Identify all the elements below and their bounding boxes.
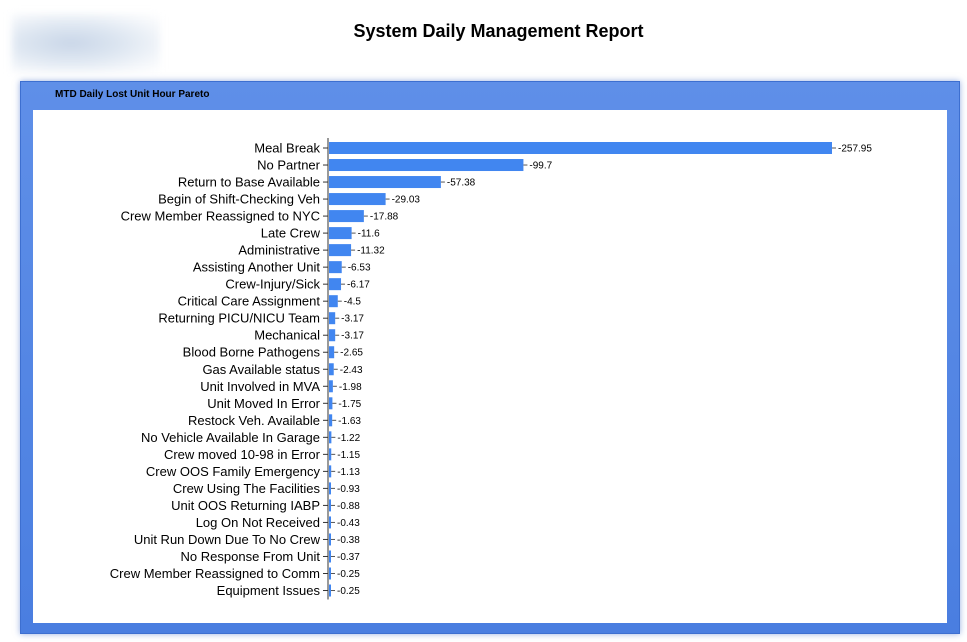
category-label: Crew OOS Family Emergency: [146, 464, 321, 479]
category-label: Blood Borne Pathogens: [183, 345, 321, 360]
value-label: -257.95: [838, 144, 872, 155]
bar: [329, 550, 331, 563]
bar: [329, 210, 364, 223]
company-logo: [12, 14, 160, 72]
category-label: Begin of Shift-Checking Veh: [158, 192, 320, 207]
bar: [329, 346, 335, 359]
category-label: Unit Run Down Due To No Crew: [134, 532, 321, 547]
bar: [329, 159, 524, 172]
value-label: -17.88: [370, 212, 399, 223]
category-label: Return to Base Available: [178, 175, 320, 190]
category-label: Crew Member Reassigned to Comm: [110, 566, 320, 581]
value-label: -99.7: [529, 161, 552, 172]
value-label: -0.93: [337, 484, 360, 495]
bar: [329, 482, 331, 495]
value-label: -1.15: [337, 450, 360, 461]
category-label: No Vehicle Available In Garage: [141, 430, 320, 445]
category-label: Unit Involved in MVA: [200, 379, 320, 394]
bar: [329, 363, 334, 376]
bar: [329, 176, 441, 189]
chart-panel: MTD Daily Lost Unit Hour Pareto Meal Bre…: [20, 81, 960, 634]
bar: [329, 329, 336, 342]
value-label: -2.43: [340, 365, 363, 376]
value-label: -11.32: [357, 246, 385, 257]
category-label: Assisting Another Unit: [193, 260, 321, 275]
value-label: -0.25: [337, 569, 360, 580]
category-label: Gas Available status: [202, 362, 320, 377]
bar: [329, 142, 832, 154]
value-label: -1.22: [337, 433, 360, 444]
category-label: Crew moved 10-98 in Error: [164, 447, 321, 462]
value-label: -6.53: [348, 263, 371, 274]
category-label: Crew-Injury/Sick: [225, 277, 320, 292]
bar: [329, 448, 332, 461]
category-label: No Response From Unit: [181, 549, 321, 564]
bar: [329, 465, 332, 478]
value-label: -4.5: [344, 297, 362, 308]
bar: [329, 533, 331, 546]
category-label: Late Crew: [261, 226, 321, 241]
panel-title: MTD Daily Lost Unit Hour Pareto: [55, 89, 210, 100]
category-label: No Partner: [257, 158, 321, 173]
value-label: -0.25: [337, 586, 360, 597]
bar: [329, 499, 331, 512]
bar: [329, 278, 342, 291]
category-label: Administrative: [238, 243, 320, 258]
value-label: -57.38: [447, 178, 476, 189]
value-label: -3.17: [341, 314, 364, 325]
category-label: Critical Care Assignment: [178, 294, 321, 309]
value-label: -11.6: [358, 229, 380, 240]
bar: [329, 431, 332, 444]
plot-area: Meal Break -257.95 No Partner -99.7 Return t…: [33, 110, 947, 623]
category-label: Crew Member Reassigned to NYC: [121, 209, 320, 224]
bar: [329, 261, 342, 274]
value-label: -0.88: [337, 501, 360, 512]
value-label: -1.13: [337, 467, 360, 478]
value-label: -1.98: [339, 382, 362, 393]
category-label: Crew Using The Facilities: [173, 481, 321, 496]
category-label: Unit Moved In Error: [207, 396, 320, 411]
report-title: System Daily Management Report: [353, 21, 644, 41]
bar: [329, 584, 331, 597]
category-label: Meal Break: [254, 141, 320, 156]
category-label: Restock Veh. Available: [188, 413, 320, 428]
bar: [329, 193, 386, 206]
value-label: -1.63: [338, 416, 361, 427]
value-label: -2.65: [340, 348, 363, 359]
value-label: -1.75: [338, 399, 361, 410]
bar: [329, 380, 333, 393]
bar: [329, 414, 333, 427]
pareto-bar-chart: Meal Break -257.95 No Partner -99.7 Return t…: [110, 138, 872, 600]
category-label: Equipment Issues: [217, 583, 321, 598]
value-label: -29.03: [392, 195, 421, 206]
bar: [329, 567, 331, 580]
value-label: -0.37: [337, 552, 360, 563]
category-label: Returning PICU/NICU Team: [158, 311, 320, 326]
value-label: -3.17: [341, 331, 364, 342]
bar: [329, 295, 338, 308]
value-label: -0.43: [337, 518, 360, 529]
bar: [329, 516, 331, 529]
bar: [329, 312, 336, 325]
category-label: Mechanical: [254, 328, 320, 343]
bar: [329, 244, 352, 257]
value-label: -0.38: [337, 535, 360, 546]
category-label: Log On Not Received: [196, 515, 320, 530]
bar: [329, 227, 352, 240]
value-label: -6.17: [347, 280, 370, 291]
bar: [329, 397, 333, 410]
category-label: Unit OOS Returning IABP: [171, 498, 320, 513]
